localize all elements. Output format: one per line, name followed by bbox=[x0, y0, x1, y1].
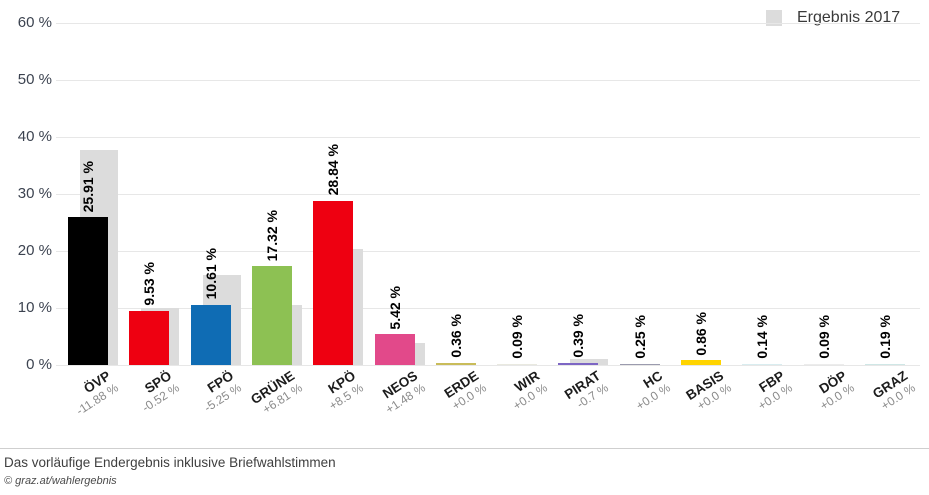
gridline bbox=[56, 308, 920, 309]
y-tick-label: 10 % bbox=[17, 299, 52, 316]
bar-group-fp: 10.61 % FPÖ -5.25 % bbox=[185, 23, 246, 415]
bar-2021-pirat bbox=[558, 362, 599, 365]
y-tick-label: 30 % bbox=[17, 185, 52, 202]
y-tick-label: 40 % bbox=[17, 128, 52, 145]
bar-group-neos: 5.42 % NEOS +1.48 % bbox=[369, 23, 430, 416]
gridline bbox=[56, 137, 920, 138]
bar-2017-pirat bbox=[570, 358, 609, 365]
legend-swatch-2017 bbox=[766, 10, 782, 26]
value-label-wir: 0.09 % bbox=[509, 315, 526, 359]
bar-group-dp: 0.09 % DÖP +0.0 % bbox=[798, 23, 859, 413]
bar-group-kp: 28.84 % KPÖ +8.5 % bbox=[307, 23, 368, 413]
value-label-basis: 0.86 % bbox=[693, 311, 709, 356]
gridline bbox=[56, 251, 920, 252]
footer: Das vorläufige Endergebnis inklusive Bri… bbox=[0, 448, 929, 495]
bar-2021-graz bbox=[864, 363, 905, 365]
value-label-erde: 0.36 % bbox=[447, 314, 464, 358]
legend: Ergebnis 2017 bbox=[766, 9, 900, 27]
y-tick-label: 0 % bbox=[26, 356, 52, 373]
bar-2021-erde bbox=[435, 362, 476, 365]
value-label-fbp: 0.14 % bbox=[754, 315, 771, 359]
value-label-sp: 9.53 % bbox=[141, 262, 158, 306]
footer-copyright: © graz.at/wahlergebnis bbox=[4, 475, 117, 487]
gridline bbox=[56, 365, 920, 366]
bar-group-fbp: 0.14 % FBP +0.0 % bbox=[736, 23, 797, 413]
footer-note: Das vorläufige Endergebnis inklusive Bri… bbox=[4, 455, 336, 470]
gridline bbox=[56, 80, 920, 81]
bar-2021-neos bbox=[374, 334, 415, 365]
value-label-vp: 25.91 % bbox=[80, 160, 96, 213]
legend-label: Ergebnis 2017 bbox=[797, 9, 901, 26]
value-label-grne: 17.32 % bbox=[263, 209, 280, 262]
gridline bbox=[56, 23, 920, 24]
value-label-fp: 10.61 % bbox=[202, 248, 219, 300]
bar-2021-fp bbox=[190, 304, 231, 365]
bar-group-erde: 0.36 % ERDE +0.0 % bbox=[430, 23, 491, 413]
bar-2021-grne bbox=[251, 266, 292, 365]
bar-2021-basis bbox=[681, 360, 721, 365]
value-label-hc: 0.25 % bbox=[631, 315, 648, 359]
bar-group-vp: 25.91 % ÖVP -11.88 % bbox=[62, 23, 123, 418]
bar-2021-vp bbox=[68, 217, 108, 365]
gridline bbox=[56, 194, 920, 195]
bar-group-sp: 9.53 % SPÖ -0.52 % bbox=[123, 23, 184, 415]
bar-2021-hc bbox=[619, 363, 660, 365]
bar-2021-fbp bbox=[742, 363, 783, 365]
bar-group-grne: 17.32 % GRÜNE +6.81 % bbox=[246, 23, 307, 417]
bar-group-pirat: 0.39 % PIRAT -0.7 % bbox=[552, 23, 613, 411]
value-label-kp: 28.84 % bbox=[325, 144, 342, 196]
bar-2021-kp bbox=[313, 200, 354, 365]
bar-2021-wir bbox=[497, 363, 538, 365]
y-tick-label: 20 % bbox=[17, 242, 52, 259]
value-label-neos: 5.42 % bbox=[386, 285, 403, 330]
value-label-pirat: 0.39 % bbox=[570, 314, 587, 358]
bar-group-wir: 0.09 % WIR +0.0 % bbox=[491, 23, 552, 413]
bar-2021-dp bbox=[803, 363, 844, 365]
bar-group-basis: 0.86 % BASIS +0.0 % bbox=[675, 23, 736, 413]
plot-area: 60 % 50 % 40 % 30 % 20 % 10 % 0 % 25.91 % ÖVP -11… bbox=[18, 14, 920, 418]
y-tick-label: 50 % bbox=[17, 71, 52, 88]
bar-group-graz: 0.19 % GRAZ +0.0 % bbox=[859, 23, 920, 413]
y-tick-label: 60 % bbox=[17, 14, 52, 31]
bar-group-hc: 0.25 % HC +0.0 % bbox=[614, 23, 675, 413]
value-label-dp: 0.09 % bbox=[815, 315, 832, 359]
value-label-graz: 0.19 % bbox=[876, 315, 893, 359]
bar-2021-sp bbox=[129, 310, 170, 365]
